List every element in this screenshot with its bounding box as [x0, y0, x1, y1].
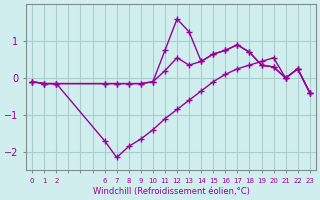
- X-axis label: Windchill (Refroidissement éolien,°C): Windchill (Refroidissement éolien,°C): [92, 187, 250, 196]
